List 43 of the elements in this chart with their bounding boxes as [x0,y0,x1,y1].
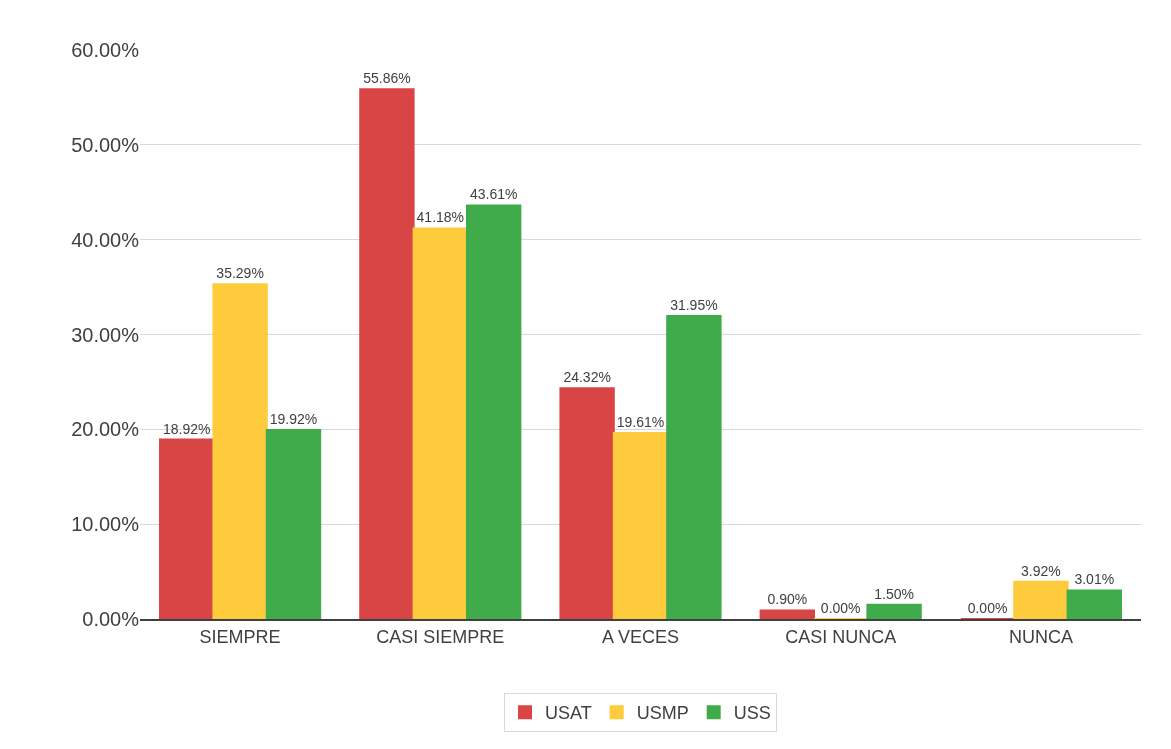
bar [412,227,468,619]
bar [559,387,615,619]
legend-label: USMP [636,703,689,724]
y-tick-label: 30.00% [71,323,140,346]
data-label: 41.18% [416,209,465,226]
bar [1013,580,1069,619]
legend-label: USAT [545,703,592,724]
data-label: 18.92% [162,420,211,437]
x-tick-label: CASI SIEMPRE [376,626,505,647]
data-label: 0.00% [820,600,861,616]
x-tick-label: A VECES [601,626,680,647]
bar [265,429,322,619]
bar [212,283,268,619]
x-tick-label: CASI NUNCA [785,626,897,647]
data-label: 43.61% [469,186,518,203]
data-label: 35.29% [216,265,264,282]
bar [465,204,522,619]
x-tick-label: NUNCA [1008,626,1073,647]
data-label: 19.92% [269,411,318,428]
bar [1066,589,1122,619]
data-label: 1.50% [874,585,914,602]
y-tick-label: 50.00% [71,133,140,156]
y-tick-label: 0.00% [82,608,140,630]
y-tick-label: 60.00% [71,39,140,61]
data-label: 19.61% [616,414,665,431]
bar [359,88,415,619]
bar [866,603,922,619]
y-tick-label: 10.00% [71,513,140,536]
y-tick-label: 20.00% [71,418,140,441]
bar [612,432,669,619]
y-tick-label: 40.00% [71,228,140,251]
legend-label: USS [733,703,771,724]
data-label: 3.92% [1021,562,1061,579]
data-label: 55.86% [363,70,411,87]
bar [666,315,722,619]
data-label: 31.95% [670,297,718,314]
data-label: 0.90% [767,591,808,608]
data-label: 0.00% [967,600,1008,616]
data-label: 24.32% [563,369,611,386]
bar [759,609,816,619]
data-label: 3.01% [1074,571,1115,588]
x-tick-label: SIEMPRE [199,626,281,647]
bar [159,438,215,619]
